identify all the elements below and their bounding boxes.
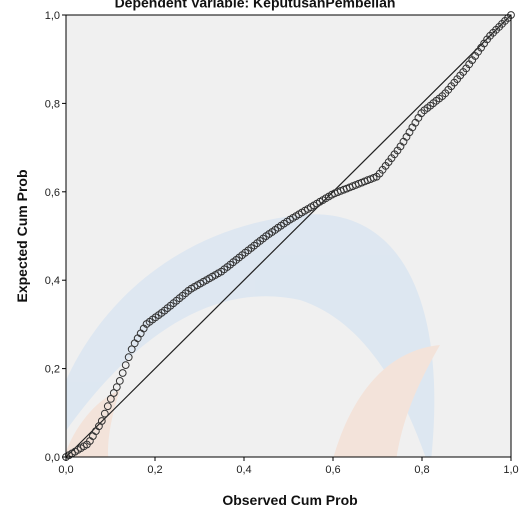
chart-title: Dependent Variable: KeputusanPembelian [115,0,396,11]
x-axis-title: Observed Cum Prob [222,492,357,508]
data-point [109,389,118,397]
watermark-logo [66,214,440,457]
x-tick-label: 0,8 [414,464,429,476]
x-tick-label: 0,2 [147,464,162,476]
data-point [112,383,121,392]
y-tick-label: 0,6 [45,187,60,199]
y-tick-label: 0,2 [45,364,60,376]
y-tick-label: 0,0 [45,452,60,464]
x-axis: 0,0 0,2 0,4 0,6 0,8 1,0 [58,457,519,476]
data-point [121,361,130,370]
x-tick-label: 0,6 [325,464,340,476]
plot-border [65,14,512,458]
data-point [103,402,112,411]
data-point [106,395,115,403]
data-point [97,417,106,425]
y-tick-label: 0,4 [45,275,60,287]
data-point [124,353,133,362]
x-tick-label: 0,0 [58,464,73,476]
data-point [115,377,124,385]
y-axis: 0,0 0,2 0,4 0,6 0,8 1,0 [45,10,66,464]
y-axis-title: Expected Cum Prob [14,169,30,302]
data-point [100,409,109,418]
y-tick-label: 1,0 [45,10,60,22]
y-tick-label: 0,8 [45,98,60,110]
data-point [127,345,136,354]
reference-line [65,14,512,458]
data-point [118,369,127,377]
x-tick-label: 1,0 [503,464,518,476]
data-points [62,11,515,461]
x-tick-label: 0,4 [236,464,251,476]
